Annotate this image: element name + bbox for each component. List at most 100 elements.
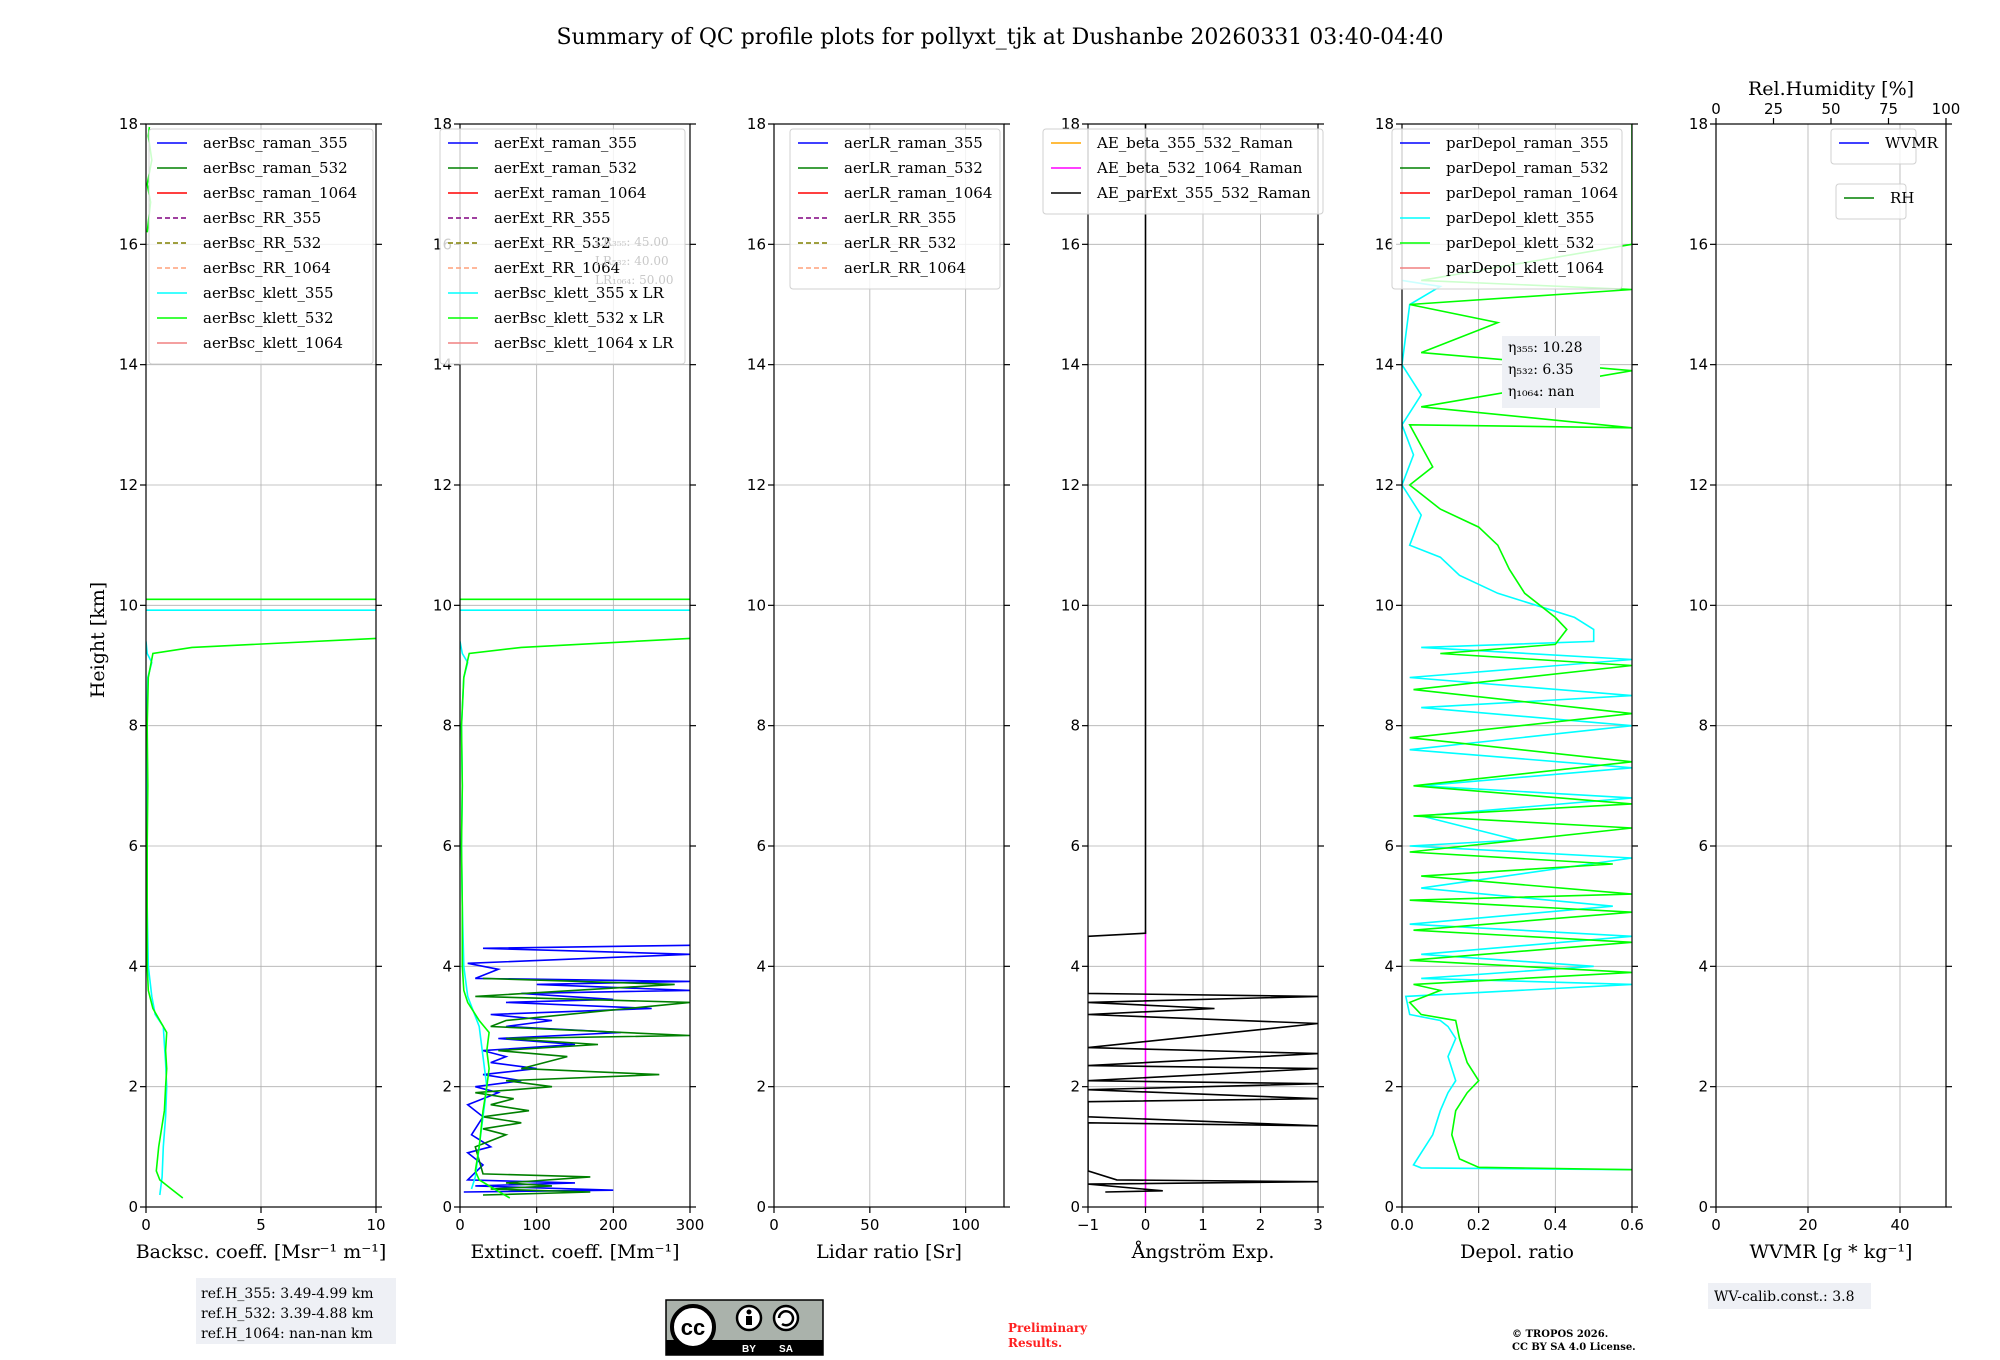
series-parDepol_klett_532 bbox=[1408, 124, 1632, 1171]
y-tick-label: 0 bbox=[442, 1198, 452, 1216]
legend-frame bbox=[439, 128, 686, 365]
y-tick-label: 12 bbox=[1375, 476, 1394, 494]
legend-item-label: AE_beta_532_1064_Raman bbox=[1096, 159, 1303, 177]
top-x-tick-label: 100 bbox=[1932, 100, 1961, 118]
wv-calib-box: WV-calib.const.: 3.8 bbox=[1708, 1283, 1871, 1309]
series-aerBsc_klett_532_xLR bbox=[460, 637, 690, 1199]
y-tick-label: 4 bbox=[128, 957, 138, 975]
x-axis-label: WVMR [g * kg⁻¹] bbox=[1750, 1241, 1913, 1263]
y-tick-label: 8 bbox=[756, 717, 766, 735]
eta-label: η₅₃₂: 6.35 bbox=[1508, 362, 1574, 378]
legend-item-label: aerBsc_RR_532 bbox=[203, 234, 321, 252]
figure-title: Summary of QC profile plots for pollyxt_… bbox=[556, 25, 1443, 50]
legend-item-label: aerBsc_RR_355 bbox=[203, 209, 321, 227]
y-tick-label: 6 bbox=[1070, 837, 1080, 855]
y-tick-label: 0 bbox=[1070, 1198, 1080, 1216]
series-parDepol_klett_355 bbox=[1402, 279, 1632, 1171]
legend-item-label: aerExt_raman_532 bbox=[494, 159, 637, 177]
y-tick-label: 16 bbox=[1375, 235, 1394, 253]
y-tick-label: 18 bbox=[747, 115, 766, 133]
y-tick-label: 10 bbox=[1061, 596, 1080, 614]
x-tick-label: 50 bbox=[860, 1216, 879, 1234]
legend-item-label: aerLR_RR_1064 bbox=[844, 259, 966, 277]
preliminary-label-line1: Preliminary bbox=[1008, 1321, 1088, 1335]
y-tick-label: 6 bbox=[1384, 837, 1394, 855]
x-tick-label: −1 bbox=[1077, 1216, 1099, 1234]
legend-item-label: aerBsc_RR_1064 bbox=[203, 259, 331, 277]
y-tick-label: 14 bbox=[119, 356, 138, 374]
y-tick-label: 6 bbox=[128, 837, 138, 855]
y-tick-label: 0 bbox=[1384, 1198, 1394, 1216]
y-tick-label: 0 bbox=[756, 1198, 766, 1216]
top-x-axis-label: Rel.Humidity [%] bbox=[1748, 78, 1914, 100]
legend-item-label: aerBsc_raman_1064 bbox=[203, 184, 357, 202]
y-tick-label: 14 bbox=[1375, 356, 1394, 374]
legend-frame bbox=[789, 128, 1001, 290]
y-axis-label: Height [km] bbox=[87, 582, 109, 698]
legend-item-label: aerLR_RR_355 bbox=[844, 209, 956, 227]
top-x-tick-label: 0 bbox=[1711, 100, 1721, 118]
cc-text: cc bbox=[681, 1315, 705, 1340]
y-tick-label: 18 bbox=[1375, 115, 1394, 133]
y-tick-label: 2 bbox=[1070, 1078, 1080, 1096]
cc-sa-label: SA bbox=[779, 1344, 793, 1355]
series-aerBsc_klett_355_xLR bbox=[460, 641, 488, 1190]
legend-item-label: aerBsc_klett_355 bbox=[203, 284, 334, 302]
x-axis-label: Lidar ratio [Sr] bbox=[816, 1241, 962, 1263]
eta-label: η₁₀₆₄: nan bbox=[1508, 384, 1574, 400]
top-x-tick-label: 25 bbox=[1764, 100, 1783, 118]
wv-calib-box-bg bbox=[1708, 1283, 1871, 1309]
y-tick-label: 16 bbox=[1061, 235, 1080, 253]
y-tick-label: 12 bbox=[433, 476, 452, 494]
x-tick-label: 0.6 bbox=[1620, 1216, 1644, 1234]
legend-item-label: aerLR_RR_532 bbox=[844, 234, 956, 252]
legend-item-label: aerLR_raman_532 bbox=[844, 159, 983, 177]
y-tick-label: 10 bbox=[119, 596, 138, 614]
ref-height-532: ref.H_532: 3.39-4.88 km bbox=[201, 1306, 374, 1322]
x-tick-label: 100 bbox=[951, 1216, 980, 1234]
y-tick-label: 0 bbox=[128, 1198, 138, 1216]
x-tick-label: 300 bbox=[676, 1216, 705, 1234]
x-tick-label: 0 bbox=[455, 1216, 465, 1234]
top-x-tick-label: 50 bbox=[1821, 100, 1840, 118]
y-tick-label: 10 bbox=[1689, 596, 1708, 614]
legend-item-label: aerBsc_klett_355 x LR bbox=[494, 284, 665, 302]
y-tick-label: 2 bbox=[442, 1078, 452, 1096]
x-tick-label: 200 bbox=[599, 1216, 628, 1234]
x-tick-label: 40 bbox=[1890, 1216, 1909, 1234]
legend-item-label: aerBsc_klett_1064 x LR bbox=[494, 334, 674, 352]
y-tick-label: 8 bbox=[1070, 717, 1080, 735]
x-tick-label: 5 bbox=[256, 1216, 266, 1234]
y-tick-label: 4 bbox=[442, 957, 452, 975]
legend-item-label: parDepol_klett_355 bbox=[1446, 209, 1595, 227]
legend-item-label: aerLR_raman_355 bbox=[844, 134, 983, 152]
lr-label: LR₅₃₂: 40.00 bbox=[595, 254, 669, 268]
series-AE_parExt_355_532_Raman bbox=[1088, 124, 1318, 1193]
legend-item-label: aerExt_RR_355 bbox=[494, 209, 611, 227]
axes-frame bbox=[773, 123, 1005, 1208]
legend-item-label: aerBsc_raman_355 bbox=[203, 134, 348, 152]
y-tick-label: 10 bbox=[747, 596, 766, 614]
axes-frame bbox=[1715, 123, 1947, 1208]
legend-frame bbox=[148, 128, 374, 365]
y-tick-label: 16 bbox=[747, 235, 766, 253]
legend-item-label: aerExt_raman_1064 bbox=[494, 184, 647, 202]
copyright-line2: CC BY SA 4.0 License. bbox=[1512, 1342, 1636, 1353]
legend-item-label: aerExt_raman_355 bbox=[494, 134, 637, 152]
legend-item-label: RH bbox=[1890, 189, 1914, 207]
legend-item-label: aerBsc_klett_532 bbox=[203, 309, 334, 327]
panel-bsc: 0 2 4 6 8 10 12 14 16 18 0 5 10 Backsc. coeff. [Msr⁻¹… bbox=[119, 115, 386, 1263]
cc-by-label: BY bbox=[742, 1344, 756, 1355]
x-tick-label: 3 bbox=[1313, 1216, 1323, 1234]
eta-box-bg bbox=[1502, 336, 1600, 408]
y-tick-label: 12 bbox=[119, 476, 138, 494]
legend-item-label: aerBsc_raman_532 bbox=[203, 159, 348, 177]
x-axis-label: Ångström Exp. bbox=[1131, 1241, 1275, 1263]
y-tick-label: 18 bbox=[1689, 115, 1708, 133]
x-tick-label: 0.2 bbox=[1467, 1216, 1491, 1234]
panel-depol: 0 2 4 6 8 10 12 14 16 18 0.0 0.2 0.4 0.6 Depol. ratio p… bbox=[1375, 115, 1644, 1263]
y-tick-label: 2 bbox=[128, 1078, 138, 1096]
